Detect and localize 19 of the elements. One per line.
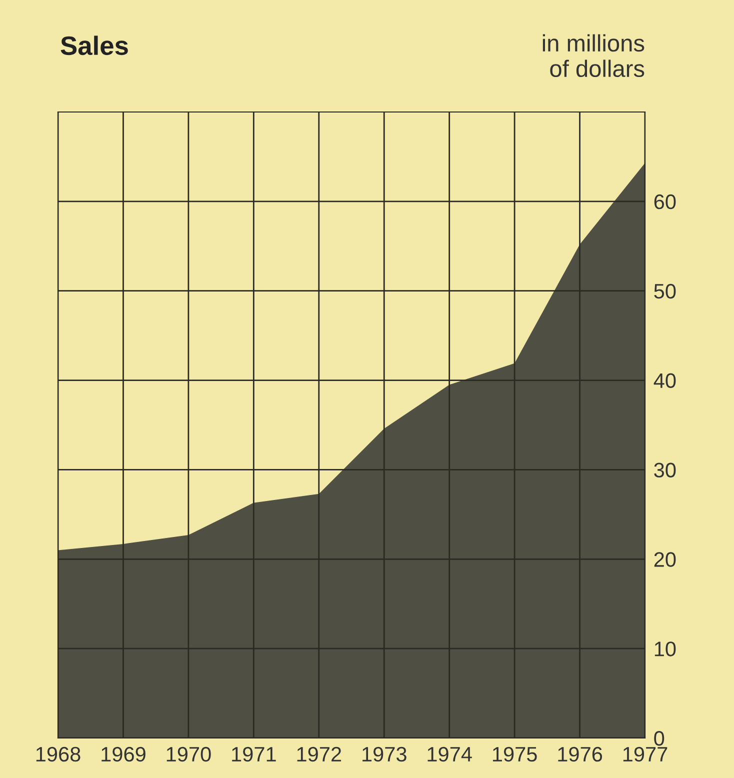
x-tick-label: 1968 — [36, 746, 80, 762]
x-tick-label: 1975 — [492, 746, 537, 762]
x-tick-label: 1976 — [558, 746, 602, 762]
y-tick-label: 30 — [654, 462, 676, 478]
y-tick-label: 60 — [654, 194, 676, 210]
chart-title: Sales — [60, 36, 128, 56]
y-tick-label: 0 — [654, 731, 664, 746]
y-tick-label: 50 — [654, 284, 676, 299]
x-tick-label: 1974 — [428, 746, 472, 762]
y-tick-label: 40 — [654, 373, 676, 388]
y-axis-title: in millions of dollars — [542, 34, 644, 78]
x-tick-label: 1971 — [232, 746, 276, 762]
x-tick-label: 1972 — [297, 746, 342, 762]
y-tick-label: 10 — [654, 642, 676, 656]
x-tick-label: 1969 — [102, 746, 146, 762]
x-tick-label: 1977 — [623, 746, 668, 762]
x-tick-label: 1973 — [362, 746, 406, 762]
y-tick-label: 20 — [654, 552, 676, 567]
x-tick-label: 1970 — [166, 746, 211, 762]
